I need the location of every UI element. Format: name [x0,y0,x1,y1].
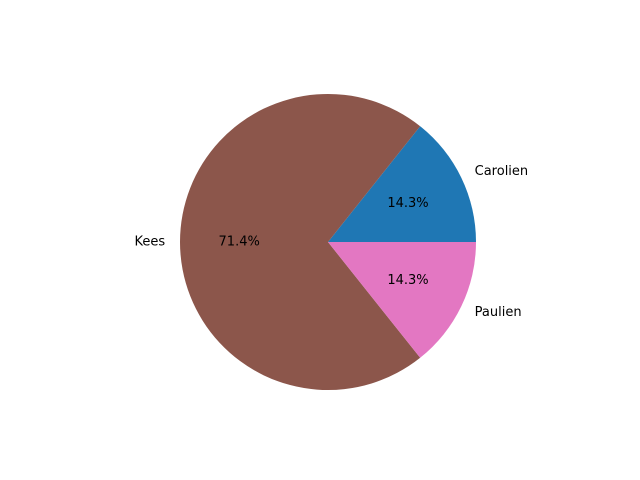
pct-label-kees: 71.4% [219,235,260,250]
pie-slice-carolien [328,126,476,242]
pie-labels: Carolien 14.3% Kees 71.4% Paulien 14.3% [135,164,529,320]
slice-label-carolien: Carolien [475,164,529,179]
pct-label-carolien: 14.3% [387,196,428,211]
pie-slices [180,94,476,390]
pct-label-paulien: 14.3% [387,273,428,288]
pie-slice-kees [180,94,421,390]
slice-label-kees: Kees [135,235,166,250]
pie-slice-paulien [328,242,476,358]
slice-label-paulien: Paulien [475,305,522,320]
